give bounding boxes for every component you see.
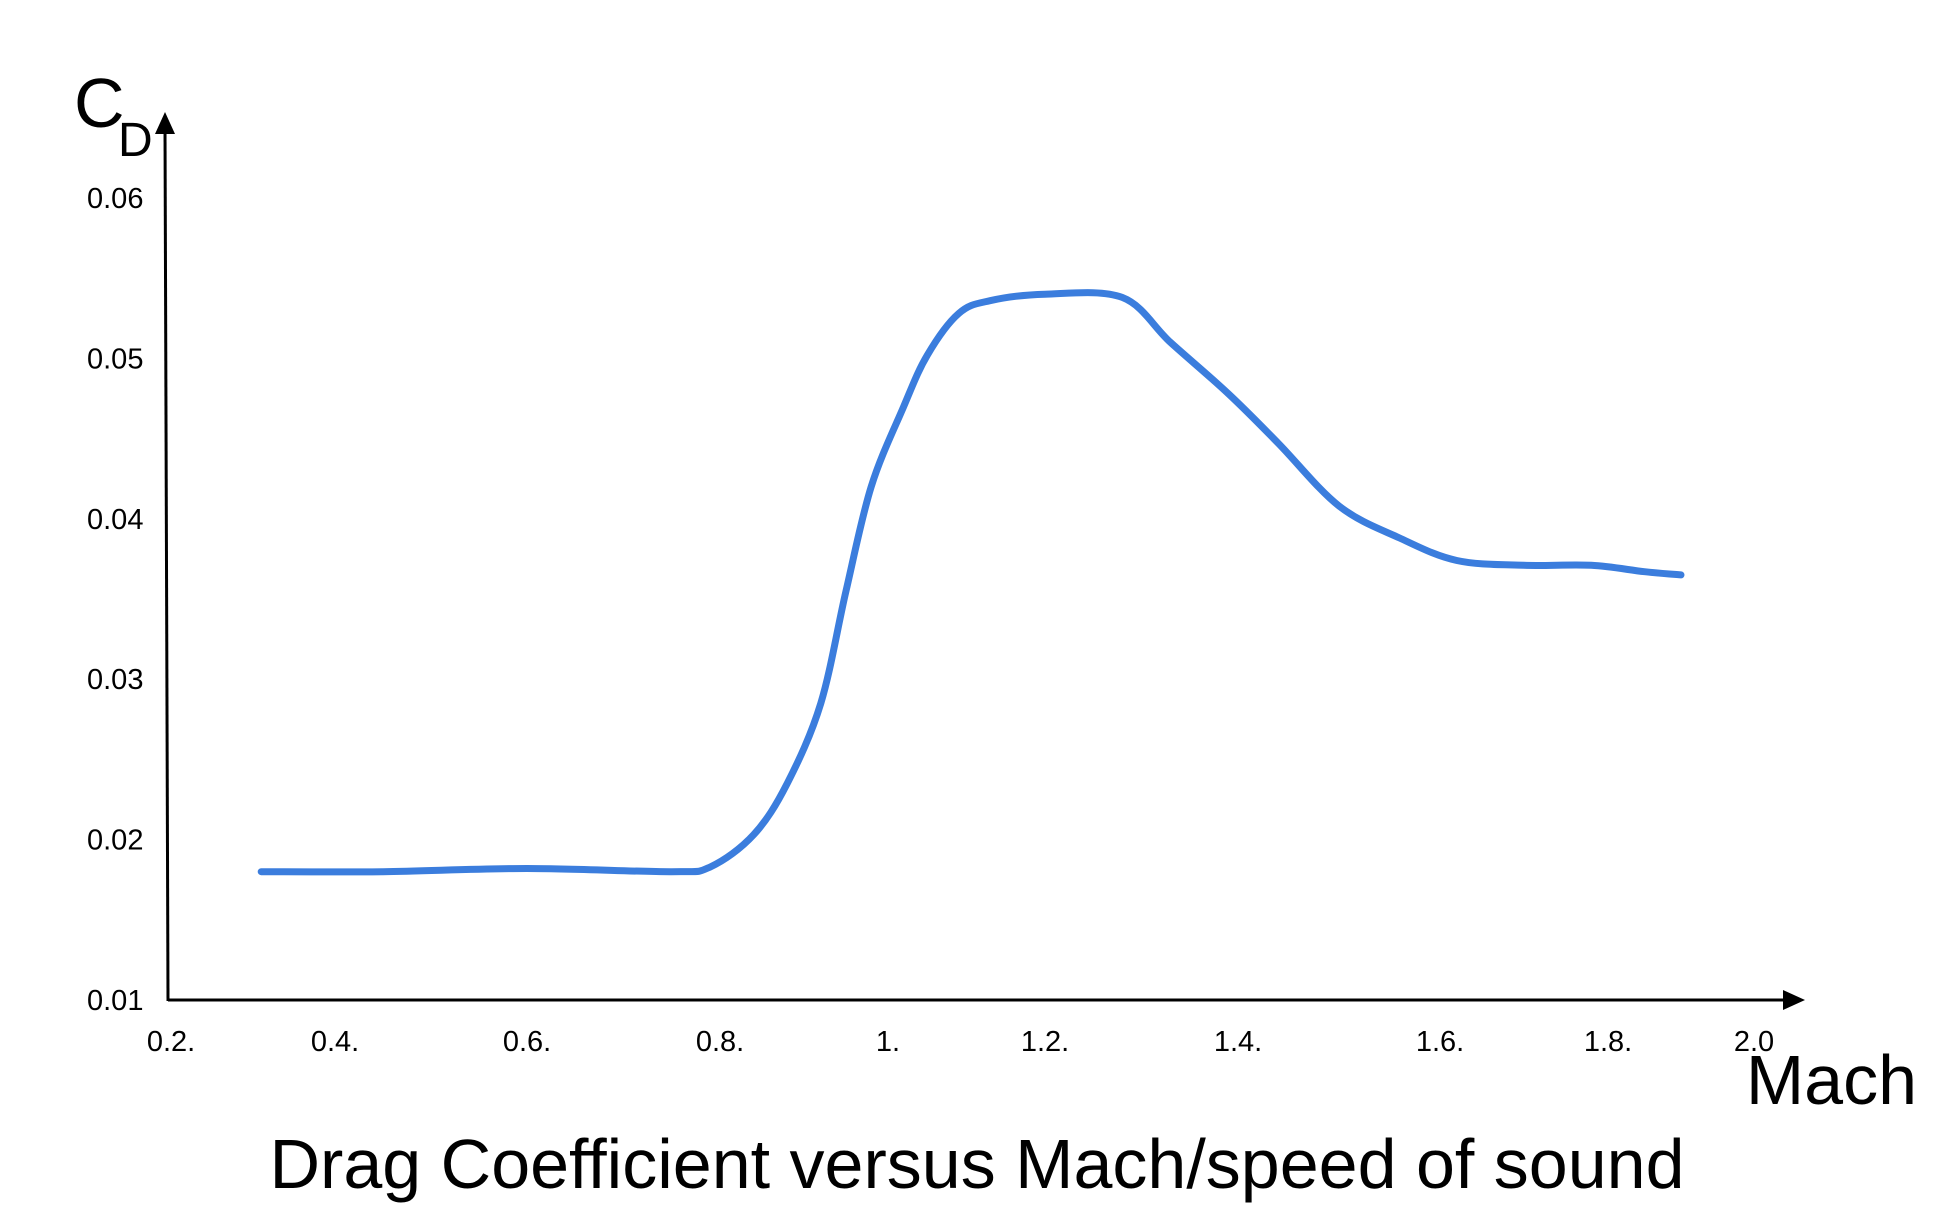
data-series [257, 289, 1685, 876]
x-tick-label: 0.4. [311, 1026, 359, 1058]
x-tick-label: 1. [876, 1026, 900, 1058]
y-axis-label-symbol: C [74, 64, 125, 142]
y-tick-label: 0.02 [87, 825, 143, 857]
y-tick-label: 0.01 [87, 985, 143, 1017]
series-line [257, 289, 1685, 876]
y-tick-label: 0.04 [87, 504, 143, 536]
y-tick-label: 0.06 [87, 183, 143, 215]
y-axis-arrowhead [155, 112, 175, 134]
y-axis-label: C D [74, 64, 153, 167]
x-tick-label: 1.2. [1021, 1026, 1069, 1058]
x-tick-label: 1.4. [1214, 1026, 1262, 1058]
x-tick-label: 2.0 [1734, 1026, 1774, 1058]
x-tick-labels: 0.2. 0.4. 0.6. 0.8. 1. 1.2. 1.4. 1.6. 1.8. 2.0 [147, 1026, 1774, 1058]
x-tick-label: 0.8. [696, 1026, 744, 1058]
x-tick-label: 1.8. [1584, 1026, 1632, 1058]
x-tick-label: 0.2. [147, 1026, 195, 1058]
y-tick-labels: 0.01 0.02 0.03 0.04 0.05 0.06 [87, 183, 143, 1017]
chart-title: Drag Coefficient versus Mach/speed of so… [269, 1125, 1684, 1203]
chart-axes [155, 112, 1805, 1010]
x-axis-label: Mach [1746, 1041, 1917, 1119]
x-tick-label: 1.6. [1416, 1026, 1464, 1058]
x-axis-arrowhead [1783, 990, 1805, 1010]
y-tick-label: 0.05 [87, 343, 143, 375]
y-tick-label: 0.03 [87, 664, 143, 696]
y-axis-label-subscript: D [118, 114, 153, 167]
x-tick-label: 0.6. [503, 1026, 551, 1058]
y-axis-line [163, 127, 170, 1002]
